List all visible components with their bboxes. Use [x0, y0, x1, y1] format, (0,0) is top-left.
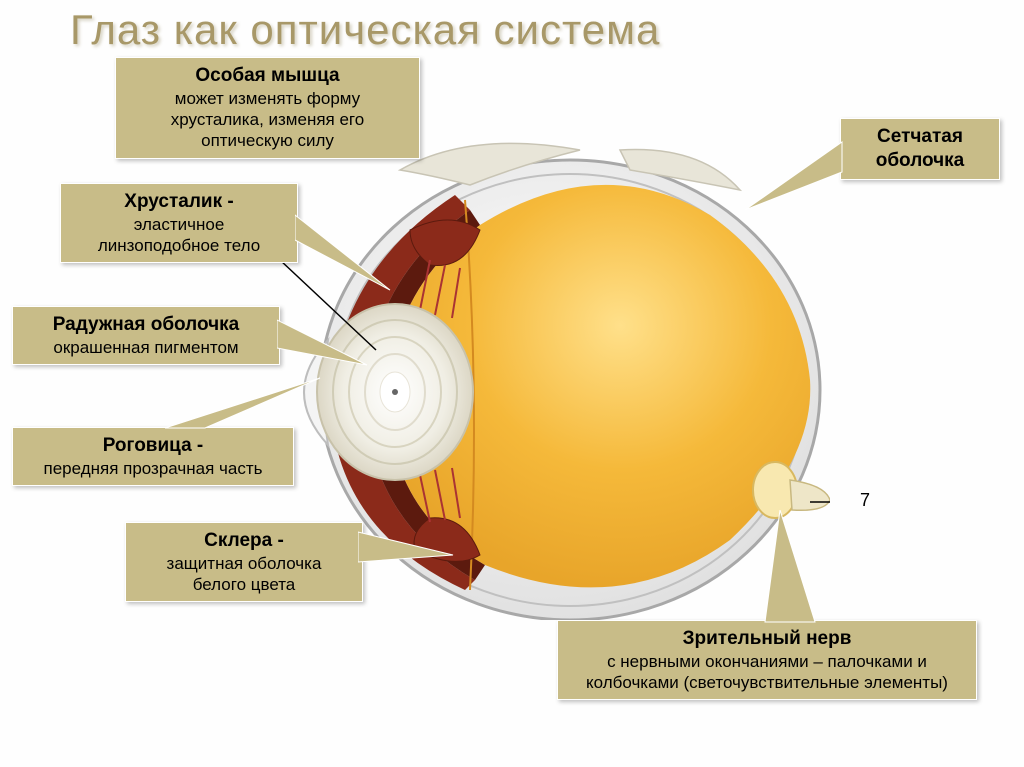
callout-lens-title: Хрусталик - [75, 190, 283, 214]
callout-muscle: Особая мышца может изменять форму хруста… [115, 57, 420, 159]
callout-iris-title: Радужная оболочка [27, 313, 265, 337]
callout-lens: Хрусталик - эластичное линзоподобное тел… [60, 183, 298, 263]
page-title: Глаз как оптическая система [70, 6, 660, 54]
callout-nerve-text: с нервными окончаниями – палочками и кол… [572, 651, 962, 694]
callout-lens-tail [295, 200, 415, 320]
callout-nerve: Зрительный нерв с нервными окончаниями –… [557, 620, 977, 700]
callout-iris: Радужная оболочка окрашенная пигментом [12, 306, 280, 365]
callout-retina: Сетчатая оболочка [840, 118, 1000, 180]
callout-nerve-title: Зрительный нерв [572, 627, 962, 651]
callout-muscle-text: может изменять форму хрусталика, изменяя… [130, 88, 405, 152]
callout-lens-text: эластичное линзоподобное тело [75, 214, 283, 257]
callout-muscle-title: Особая мышца [130, 64, 405, 88]
label-7: 7 [860, 490, 870, 511]
callout-cornea-text: передняя прозрачная часть [27, 458, 279, 479]
callout-retina-tail [740, 140, 850, 220]
callout-iris-tail [277, 310, 387, 380]
callout-cornea-title: Роговица - [27, 434, 279, 458]
callout-retina-title: Сетчатая оболочка [855, 125, 985, 173]
callout-sclera-title: Склера - [140, 529, 348, 553]
callout-iris-text: окрашенная пигментом [27, 337, 265, 358]
callout-sclera-text: защитная оболочка белого цвета [140, 553, 348, 596]
callout-cornea-tail [165, 376, 335, 436]
callout-nerve-tail [760, 510, 850, 625]
callout-sclera: Склера - защитная оболочка белого цвета [125, 522, 363, 602]
callout-sclera-tail [358, 520, 468, 580]
